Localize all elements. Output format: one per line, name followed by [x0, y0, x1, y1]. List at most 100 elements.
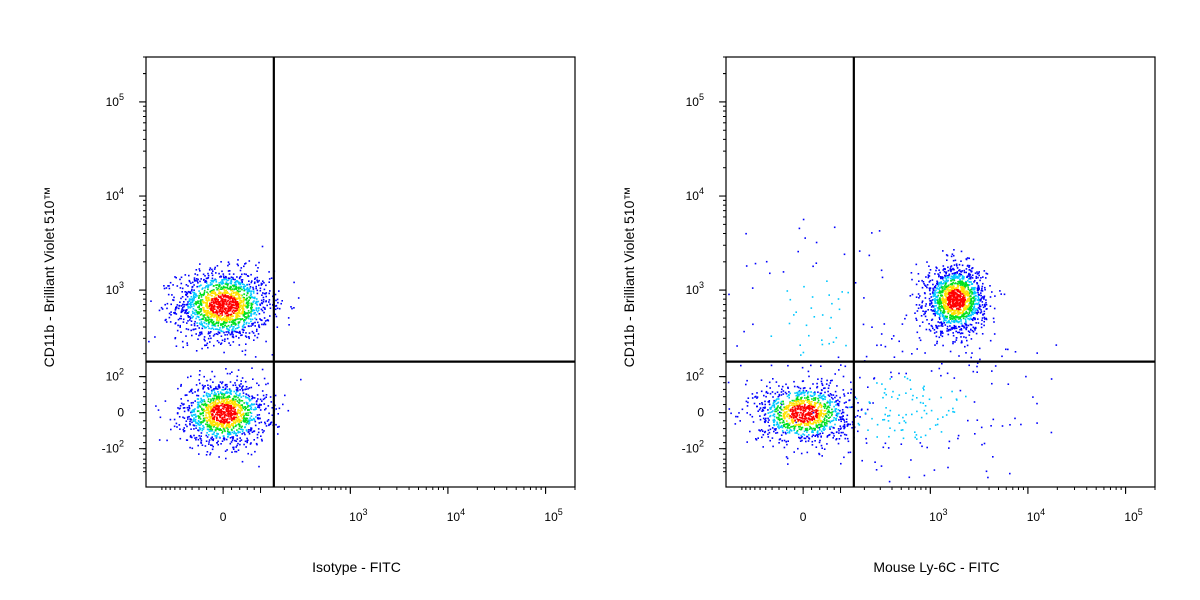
event-dot — [820, 444, 823, 447]
event-dot — [271, 407, 274, 409]
event-dot — [175, 345, 178, 347]
event-dot — [985, 317, 987, 320]
event-dot — [241, 430, 244, 433]
event-dot — [245, 332, 247, 334]
event-dot — [202, 395, 205, 397]
event-dot — [215, 399, 217, 401]
event-dot — [200, 323, 202, 326]
event-dot — [969, 323, 972, 326]
event-dot — [1007, 383, 1010, 385]
event-dot — [212, 421, 215, 423]
event-dot — [243, 289, 245, 292]
event-dot — [232, 436, 235, 438]
event-dot — [237, 405, 239, 407]
event-dot — [974, 310, 977, 312]
event-dot — [974, 272, 977, 274]
event-dot — [180, 311, 183, 314]
event-dot — [203, 311, 205, 313]
event-dot — [954, 327, 956, 330]
event-dot — [242, 315, 245, 317]
event-dot — [186, 394, 188, 396]
event-dot — [923, 282, 925, 285]
event-dot — [241, 386, 244, 388]
event-dot — [250, 309, 253, 311]
event-dot — [975, 322, 977, 324]
event-dot — [972, 326, 975, 329]
event-dot — [195, 303, 197, 306]
event-dot — [226, 314, 228, 317]
event-dot — [235, 392, 237, 395]
event-dot — [925, 303, 927, 305]
event-dot — [243, 329, 245, 331]
event-dot — [224, 295, 226, 298]
event-dot — [818, 423, 820, 426]
event-dot — [226, 424, 229, 426]
event-dot — [239, 332, 241, 334]
event-dot — [936, 423, 939, 426]
event-dot — [227, 402, 230, 405]
event-dot — [734, 423, 737, 425]
event-dot — [969, 310, 971, 312]
event-dot — [209, 303, 211, 306]
event-dot — [227, 277, 230, 279]
event-dot — [213, 333, 216, 336]
event-dot — [244, 419, 247, 421]
event-dot — [919, 442, 922, 444]
event-dot — [230, 424, 232, 426]
event-dot — [728, 293, 730, 296]
event-dot — [915, 283, 918, 286]
event-dot — [244, 380, 247, 383]
event-dot — [164, 400, 167, 402]
event-dot — [220, 329, 222, 332]
event-dot — [243, 298, 245, 300]
event-dot — [842, 411, 845, 414]
event-dot — [232, 341, 235, 343]
event-dot — [218, 420, 221, 422]
event-dot — [985, 308, 988, 310]
event-dot — [233, 416, 235, 418]
event-dot — [805, 440, 807, 443]
event-dot — [247, 317, 250, 320]
event-dot — [241, 334, 243, 336]
event-dot — [929, 269, 932, 271]
event-dot — [205, 297, 208, 300]
event-dot — [242, 283, 244, 285]
event-dot — [939, 292, 942, 294]
event-dot — [835, 431, 838, 434]
event-dot — [207, 404, 210, 406]
event-dot — [774, 419, 776, 422]
event-dot — [207, 297, 210, 299]
event-dot — [214, 292, 216, 294]
event-dot — [751, 397, 754, 399]
event-dot — [793, 429, 795, 432]
event-dot — [221, 392, 224, 395]
event-dot — [222, 296, 225, 298]
event-dot — [158, 309, 161, 312]
event-dot — [923, 474, 926, 477]
event-dot — [238, 427, 240, 430]
event-dot — [937, 302, 940, 304]
event-dot — [211, 268, 213, 271]
event-dot — [206, 396, 209, 398]
event-dot — [221, 305, 224, 308]
event-dot — [781, 421, 784, 424]
event-dot — [208, 424, 211, 426]
event-dot — [934, 311, 937, 313]
event-dot — [889, 409, 892, 412]
event-dot — [232, 273, 235, 275]
event-dot — [256, 394, 259, 396]
event-dot — [200, 304, 203, 307]
event-dot — [231, 298, 234, 300]
event-dot — [242, 388, 244, 391]
event-dot — [967, 288, 970, 290]
event-dot — [793, 427, 796, 429]
event-dot — [191, 436, 193, 439]
event-dot — [223, 394, 226, 396]
event-dot — [1055, 344, 1058, 346]
event-dot — [845, 406, 847, 408]
event-dot — [937, 294, 940, 297]
event-dot — [938, 336, 941, 339]
event-dot — [251, 280, 253, 282]
event-dot — [239, 437, 241, 439]
